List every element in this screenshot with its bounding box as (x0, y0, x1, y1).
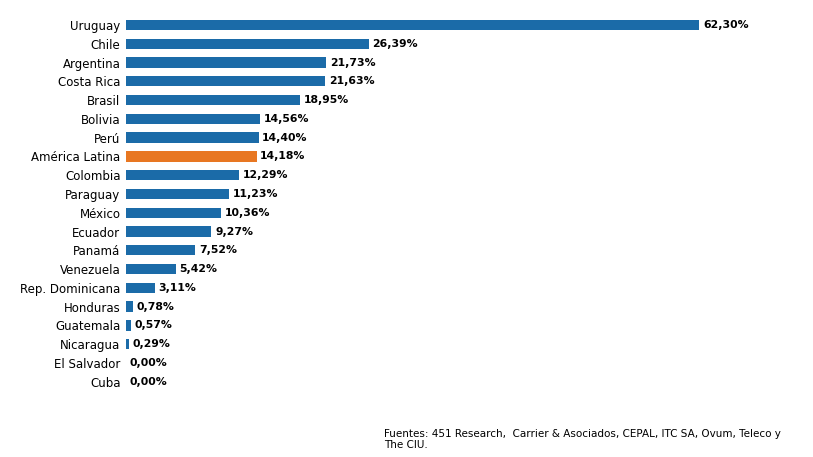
Bar (126, 20, 699, 30)
Text: 62,30%: 62,30% (703, 20, 749, 30)
Text: 0,29%: 0,29% (133, 339, 170, 349)
Bar (126, 38, 369, 49)
Bar (126, 189, 229, 199)
Bar (126, 76, 325, 86)
Bar (126, 95, 301, 105)
Text: 0,00%: 0,00% (130, 377, 167, 387)
Text: 7,52%: 7,52% (199, 245, 237, 255)
Bar (126, 264, 176, 274)
Bar (126, 58, 326, 68)
Text: 0,78%: 0,78% (137, 302, 175, 312)
Bar (126, 245, 195, 255)
Text: Fuentes: 451 Research,  Carrier & Asociados, CEPAL, ITC SA, Ovum, Teleco y
The C: Fuentes: 451 Research, Carrier & Asociad… (384, 429, 780, 450)
Text: 26,39%: 26,39% (372, 39, 418, 49)
Text: 0,57%: 0,57% (135, 320, 173, 330)
Bar (126, 133, 259, 143)
Text: 3,11%: 3,11% (159, 283, 196, 293)
Bar (126, 207, 221, 218)
Text: 9,27%: 9,27% (215, 227, 253, 237)
Bar (126, 320, 131, 330)
Bar (126, 283, 154, 293)
Bar (126, 226, 211, 237)
Text: 21,63%: 21,63% (328, 76, 374, 86)
Text: 18,95%: 18,95% (304, 95, 350, 105)
Text: 12,29%: 12,29% (243, 170, 289, 180)
Text: 11,23%: 11,23% (233, 189, 279, 199)
Text: 14,18%: 14,18% (260, 151, 306, 161)
Text: 14,56%: 14,56% (263, 114, 309, 124)
Text: 10,36%: 10,36% (225, 208, 271, 218)
Bar (126, 114, 260, 124)
Text: 21,73%: 21,73% (329, 58, 376, 68)
Bar (126, 302, 133, 312)
Text: 0,00%: 0,00% (130, 358, 167, 368)
Text: 14,40%: 14,40% (263, 133, 307, 143)
Bar (126, 339, 128, 349)
Bar (126, 170, 239, 181)
Bar (126, 151, 257, 162)
Text: 5,42%: 5,42% (180, 264, 218, 274)
